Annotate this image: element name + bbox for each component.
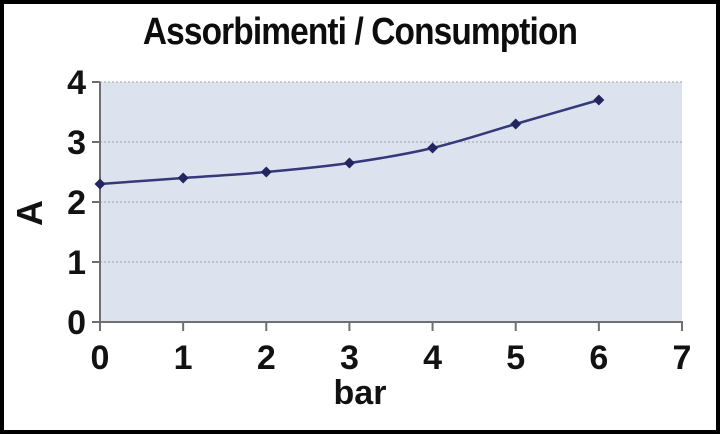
x-tick-label: 7 [673,339,692,377]
y-tick-label: 1 [67,244,86,282]
x-tick-label: 5 [506,339,525,377]
y-tick-label: 2 [67,184,86,222]
x-axis-title: bar [333,374,387,412]
x-tick-label: 6 [589,339,608,377]
data-point-marker-bar-4 [427,142,439,154]
y-tick-label: 4 [67,64,86,102]
x-tick-label: 4 [423,339,442,377]
x-tick-label: 0 [91,339,110,377]
y-axis-title: A [9,200,50,226]
x-tick-label: 1 [174,339,193,377]
data-point-marker-bar-5 [510,118,522,130]
chart-title: Assorbimenti / Consumption [142,11,578,53]
data-point-marker-bar-3 [343,157,355,169]
data-point-marker-bar-6 [593,94,605,106]
x-tick-label: 3 [340,339,359,377]
data-point-marker-bar-1 [177,172,189,184]
y-tick-label: 3 [67,124,86,162]
y-tick-label: 0 [67,304,86,342]
data-point-marker-bar-2 [260,166,272,178]
x-tick-label: 2 [257,339,276,377]
data-point-marker-bar-0 [94,178,106,190]
plot-area [100,82,682,322]
line-chart-canvas: 0 1 2 3 4 0 1 2 3 4 5 6 7 [67,64,692,377]
